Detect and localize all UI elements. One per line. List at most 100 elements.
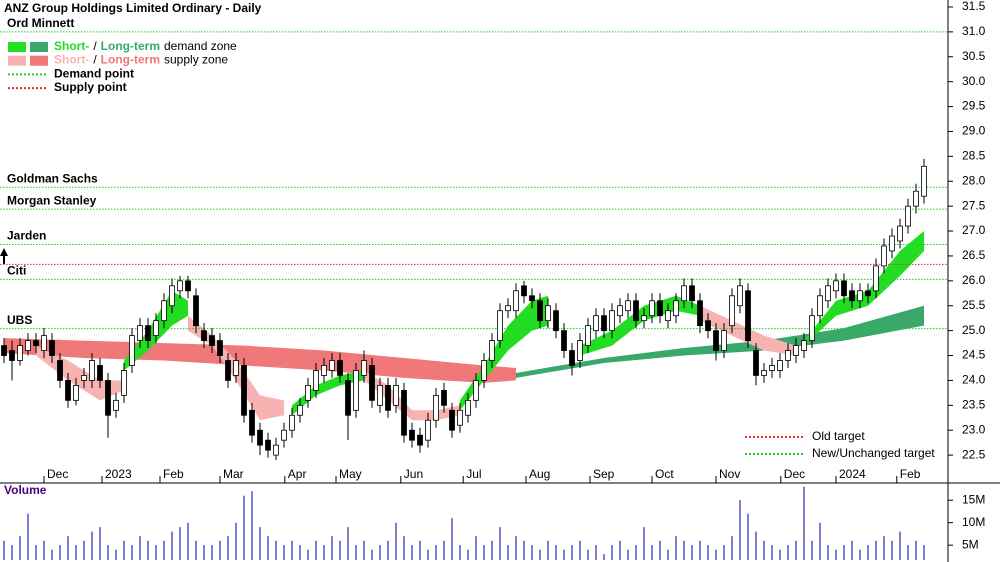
volume-bar bbox=[571, 545, 573, 560]
volume-bar bbox=[187, 522, 189, 560]
candle-body bbox=[9, 350, 15, 361]
volume-bar bbox=[35, 545, 37, 560]
y-tick-label: 5M bbox=[962, 537, 979, 551]
y-tick-label: 30.0 bbox=[962, 74, 986, 88]
y-tick-label: 31.0 bbox=[962, 24, 986, 38]
candle-body bbox=[321, 365, 327, 376]
candle-body bbox=[1, 345, 7, 356]
volume-bar bbox=[539, 549, 541, 560]
volume-bar bbox=[723, 545, 725, 560]
volume-bar bbox=[899, 531, 901, 560]
candle-body bbox=[553, 310, 559, 332]
volume-bar bbox=[283, 545, 285, 560]
y-tick-label: 28.0 bbox=[962, 173, 986, 187]
volume-bar bbox=[307, 549, 309, 560]
y-tick-label: 22.5 bbox=[962, 447, 986, 461]
volume-bar bbox=[259, 527, 261, 560]
candle-body bbox=[665, 310, 671, 322]
target-label: UBS bbox=[7, 313, 32, 327]
y-tick-label: 27.0 bbox=[962, 223, 986, 237]
volume-bar bbox=[819, 522, 821, 560]
y-tick-label: 26.0 bbox=[962, 273, 986, 287]
volume-bar bbox=[323, 545, 325, 560]
x-tick-label: May bbox=[339, 467, 362, 481]
legend-text: / bbox=[93, 39, 97, 53]
volume-bar bbox=[203, 545, 205, 560]
y-tick-label: 31.5 bbox=[962, 0, 986, 13]
candle-body bbox=[817, 295, 823, 317]
y-tick-label: 29.5 bbox=[962, 99, 986, 113]
volume-bar bbox=[883, 536, 885, 560]
volume-bar bbox=[683, 540, 685, 560]
volume-bar bbox=[867, 545, 869, 560]
candle-body bbox=[889, 235, 895, 252]
volume-bar bbox=[691, 545, 693, 560]
target-label: Goldman Sachs bbox=[7, 171, 98, 185]
legend-text: demand zone bbox=[164, 39, 237, 53]
volume-bar bbox=[27, 513, 29, 560]
y-tick-label: 28.5 bbox=[962, 149, 986, 163]
volume-bar bbox=[91, 531, 93, 560]
volume-bar bbox=[499, 527, 501, 560]
candle-body bbox=[617, 305, 623, 317]
volume-bar bbox=[651, 545, 653, 560]
volume-bar bbox=[531, 545, 533, 560]
volume-bar bbox=[859, 549, 861, 560]
candle-body bbox=[737, 285, 743, 307]
candle-body bbox=[313, 370, 319, 391]
candle-body bbox=[705, 320, 711, 332]
candle-body bbox=[57, 360, 63, 381]
candle-body bbox=[793, 345, 799, 356]
candle-body bbox=[225, 360, 231, 381]
x-tick-label: Dec bbox=[47, 467, 68, 481]
candle-body bbox=[561, 330, 567, 351]
candle-body bbox=[825, 285, 831, 302]
candle-body bbox=[505, 305, 511, 312]
volume-bar bbox=[123, 540, 125, 560]
legend-label: Short- / Long-term supply zone bbox=[54, 53, 228, 67]
candle-body bbox=[921, 165, 927, 197]
volume-bar bbox=[787, 545, 789, 560]
volume-bar bbox=[563, 549, 565, 560]
legend-text: Short- bbox=[54, 53, 89, 67]
volume-bar bbox=[595, 545, 597, 560]
y-tick-label: 23.0 bbox=[962, 422, 986, 436]
candle-body bbox=[569, 350, 575, 366]
candle-body bbox=[801, 340, 807, 351]
volume-bar bbox=[19, 536, 21, 560]
volume-bar bbox=[147, 540, 149, 560]
zone-band bbox=[36, 345, 124, 401]
candle-body bbox=[73, 385, 79, 401]
candle-body bbox=[489, 340, 495, 361]
volume-bar bbox=[659, 540, 661, 560]
candle-body bbox=[841, 280, 847, 297]
volume-bar bbox=[3, 540, 5, 560]
candle-body bbox=[441, 389, 447, 406]
candle-body bbox=[809, 315, 815, 341]
volume-bar bbox=[355, 545, 357, 560]
y-tick-label: 26.5 bbox=[962, 248, 986, 262]
candle-body bbox=[449, 409, 455, 431]
candle-body bbox=[81, 375, 87, 381]
volume-bar bbox=[811, 540, 813, 560]
candle-body bbox=[129, 335, 135, 366]
candle-body bbox=[777, 360, 783, 371]
candle-body bbox=[33, 340, 39, 346]
candle-body bbox=[433, 394, 439, 421]
legend-text: Supply point bbox=[54, 80, 127, 94]
candle-body bbox=[601, 315, 607, 332]
candle-body bbox=[865, 290, 871, 297]
candle-body bbox=[873, 265, 879, 292]
x-tick-label: Mar bbox=[223, 467, 244, 481]
candle-body bbox=[329, 360, 335, 371]
candle-body bbox=[369, 365, 375, 401]
candle-body bbox=[745, 290, 751, 341]
volume-bar bbox=[699, 540, 701, 560]
volume-bar bbox=[515, 536, 517, 560]
x-tick-label: Feb bbox=[163, 467, 184, 481]
volume-bar bbox=[547, 540, 549, 560]
candle-body bbox=[401, 389, 407, 436]
y-tick-label: 25.0 bbox=[962, 323, 986, 337]
volume-bar bbox=[411, 545, 413, 560]
candle-body bbox=[153, 320, 159, 337]
